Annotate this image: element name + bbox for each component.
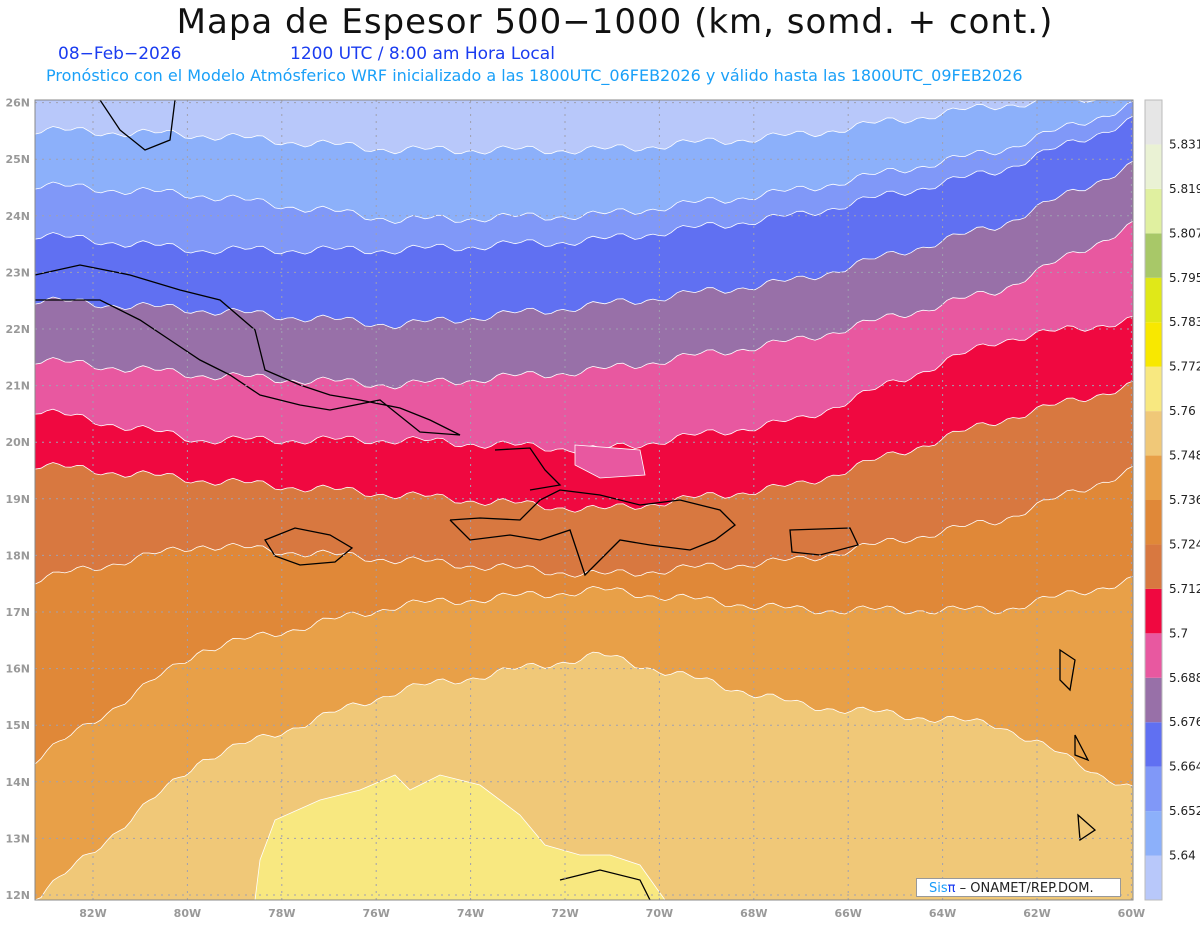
- colorbar-swatch: [1145, 411, 1162, 456]
- colorbar-swatch: [1145, 277, 1162, 323]
- colorbar-swatch: [1145, 633, 1162, 678]
- florida-coast: [99, 99, 176, 151]
- colorbar-swatch: [1145, 322, 1162, 367]
- lat-label: 21N: [5, 380, 30, 393]
- lon-label: 74W: [457, 907, 484, 920]
- colorbar-swatch: [1145, 811, 1162, 856]
- colorbar-label: 5.664: [1169, 760, 1200, 774]
- colorbar-label: 5.64: [1169, 849, 1196, 863]
- credit-text: – ONAMET/REP.DOM.: [955, 881, 1094, 896]
- lon-label: 70W: [646, 907, 673, 920]
- thickness-band: [254, 774, 666, 901]
- longitude-labels: 82W 80W 78W 76W 74W 72W 70W 68W 66W 64W 62W 60W: [79, 907, 1145, 920]
- colorbar-swatch: [1145, 100, 1162, 145]
- lon-label: 62W: [1023, 907, 1050, 920]
- colorbar-swatch: [1145, 188, 1162, 234]
- credit-sis: Sis: [929, 881, 948, 896]
- cuba-coast: [34, 264, 461, 436]
- lat-label: 18N: [5, 549, 30, 562]
- colorbar-swatch: [1145, 855, 1162, 900]
- forecast-time: 1200 UTC / 8:00 am Hora Local: [290, 44, 555, 64]
- colorbar-label: 5.748: [1169, 449, 1200, 463]
- lat-label: 26N: [5, 97, 30, 110]
- colorbar-swatch: [1145, 722, 1162, 767]
- thickness-band: [34, 99, 1133, 155]
- lon-label: 78W: [268, 907, 295, 920]
- latitude-labels: 12N 13N 14N 15N 16N 17N 18N 19N 20N 21N 22N 23N 24N 2…: [5, 97, 30, 902]
- hispaniola-coast: [449, 447, 736, 577]
- colorbar-label: 5.772: [1169, 360, 1200, 374]
- lon-label: 80W: [174, 907, 201, 920]
- colorbar: 5.64 5.652 5.664 5.676 5.688 5.7 5.712 5.724 5.7…: [1144, 99, 1200, 901]
- lon-label: 66W: [834, 907, 861, 920]
- lat-label: 12N: [5, 889, 30, 902]
- colorbar-label: 5.76: [1169, 404, 1196, 418]
- lon-label: 82W: [79, 907, 106, 920]
- colorbar-label: 5.688: [1169, 671, 1200, 685]
- colorbar-swatch: [1145, 500, 1162, 545]
- lat-label: 17N: [5, 606, 30, 619]
- lat-label: 16N: [5, 663, 30, 676]
- lat-label: 25N: [5, 153, 30, 166]
- lat-label: 20N: [5, 436, 30, 449]
- colorbar-label: 5.831: [1169, 137, 1200, 151]
- thickness-bands: [34, 99, 1134, 901]
- forecast-date: 08−Feb−2026: [58, 44, 182, 64]
- lon-label: 72W: [551, 907, 578, 920]
- colorbar-label: 5.807: [1169, 226, 1200, 240]
- colorbar-label: 5.819: [1169, 182, 1200, 196]
- forecast-subtitle: Pronóstico con el Modelo Atmósferico WRF…: [46, 66, 1023, 85]
- colorbar-swatch: [1145, 588, 1162, 634]
- colorbar-label: 5.783: [1169, 315, 1200, 329]
- lat-label: 19N: [5, 493, 30, 506]
- lesser-antilles-coast: [559, 648, 1097, 901]
- lat-label: 23N: [5, 266, 30, 279]
- lat-label: 15N: [5, 719, 30, 732]
- lon-label: 64W: [929, 907, 956, 920]
- colorbar-label: 5.724: [1169, 537, 1200, 551]
- colorbar-frame: [1144, 99, 1163, 901]
- lon-label: 76W: [362, 907, 389, 920]
- lat-label: 14N: [5, 776, 30, 789]
- colorbar-label: 5.736: [1169, 493, 1200, 507]
- credit-pi: π: [947, 881, 956, 896]
- colorbar-swatch: [1145, 544, 1162, 589]
- lat-label: 24N: [5, 210, 30, 223]
- lon-label: 68W: [740, 907, 767, 920]
- colorbar-label: 5.7: [1169, 626, 1188, 640]
- colorbar-label: 5.652: [1169, 804, 1200, 818]
- thickness-band: [574, 444, 646, 479]
- colorbar-label: 5.795: [1169, 271, 1200, 285]
- colorbar-swatch: [1145, 233, 1162, 278]
- credit-box: Sisπ – ONAMET/REP.DOM.: [916, 878, 1121, 897]
- lat-label: 13N: [5, 832, 30, 845]
- puerto-rico-coast: [789, 527, 859, 556]
- colorbar-label: 5.712: [1169, 582, 1200, 596]
- colorbar-swatch: [1145, 766, 1162, 812]
- coastlines: [34, 99, 1097, 901]
- colorbar-swatch: [1145, 366, 1162, 412]
- lon-label: 60W: [1118, 907, 1145, 920]
- colorbar-swatch: [1145, 144, 1162, 189]
- map-title: Mapa de Espesor 500−1000 (km, somd. + co…: [176, 2, 1054, 42]
- lat-label: 22N: [5, 323, 30, 336]
- map-frame: [34, 99, 1134, 901]
- colorbar-swatch: [1145, 455, 1162, 500]
- colorbar-label: 5.676: [1169, 715, 1200, 729]
- graticule: [35, 100, 1133, 900]
- colorbar-swatch: [1145, 677, 1162, 723]
